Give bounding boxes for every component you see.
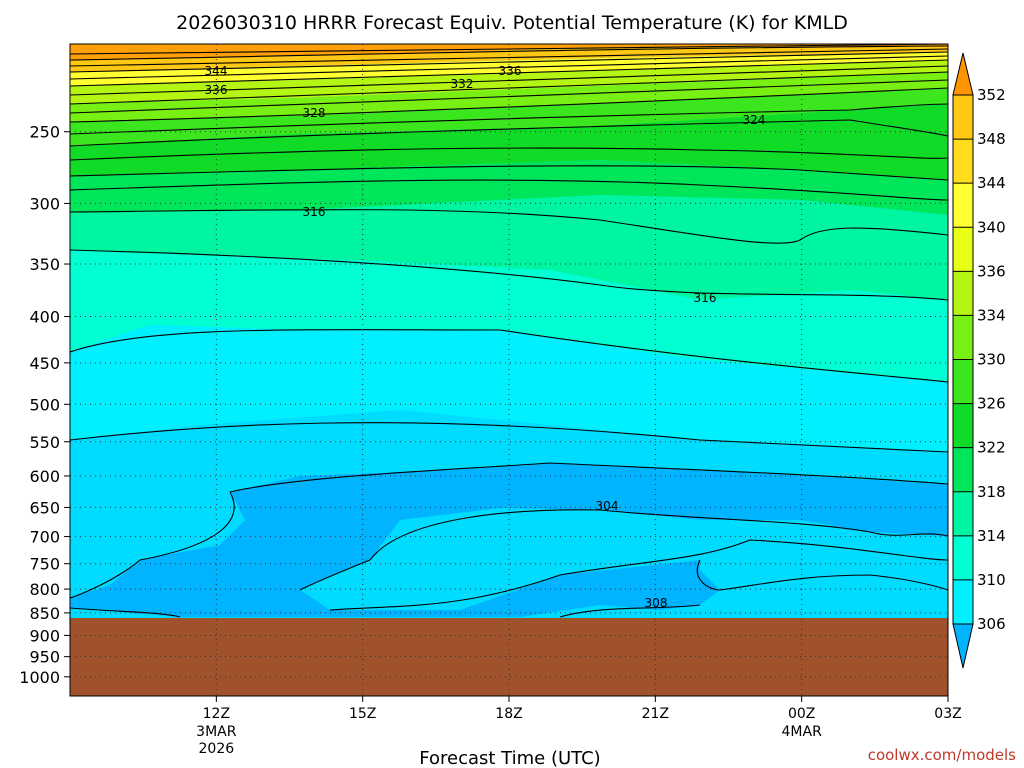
contour-line xyxy=(69,59,949,87)
colorbar-swatch xyxy=(953,491,973,536)
contour-line xyxy=(69,179,949,201)
chart-title: 2026030310 HRRR Forecast Equiv. Potentia… xyxy=(176,12,848,34)
x-tick-sublabel: 4MAR xyxy=(782,724,823,740)
x-tick-label: 00Z xyxy=(788,706,815,722)
x-axis-label: Forecast Time (UTC) xyxy=(419,748,600,768)
y-tick-label: 450 xyxy=(29,354,60,373)
band-yellowgreen xyxy=(70,60,948,104)
contour-line xyxy=(69,87,949,123)
y-tick-label: 800 xyxy=(29,580,60,599)
band-emerald xyxy=(70,160,948,215)
colorbar-tick-label: 322 xyxy=(977,439,1006,457)
contour-line xyxy=(299,559,371,591)
colorbar-swatch xyxy=(953,315,973,360)
credit-text: coolwx.com/models xyxy=(868,746,1016,764)
y-tick-label: 900 xyxy=(29,626,60,645)
band-green xyxy=(70,88,948,146)
contour-line xyxy=(69,491,235,599)
colorbar-tick-label: 344 xyxy=(977,174,1006,192)
y-tick-label: 500 xyxy=(29,395,60,414)
contour-label: 336 xyxy=(499,64,522,78)
y-tick-label: 350 xyxy=(29,255,60,274)
colorbar-tick-label: 336 xyxy=(977,262,1006,280)
colorbar-tick-label: 330 xyxy=(977,351,1006,369)
x-tick-sublabel: 3MAR xyxy=(196,724,237,740)
colorbar-swatch xyxy=(953,227,973,272)
contour-label: 328 xyxy=(303,106,326,120)
colorbar-tick-label: 318 xyxy=(977,483,1006,501)
y-tick-label: 550 xyxy=(29,433,60,452)
plot-area: 344 336 336 332 328 324 316 316 304 308 xyxy=(69,43,949,697)
band-sky xyxy=(700,540,948,590)
y-tick-label: 600 xyxy=(29,467,60,486)
band-seagreen xyxy=(70,195,948,300)
colorbar-tick-label: 348 xyxy=(977,130,1006,148)
contour-label: 344 xyxy=(205,64,228,78)
colorbar-tick-label: 326 xyxy=(977,395,1006,413)
x-tick-label: 21Z xyxy=(642,706,669,722)
y-tick-label: 650 xyxy=(29,498,60,517)
colorbar-tick-label: 340 xyxy=(977,218,1006,236)
contour-label: 316 xyxy=(694,291,717,305)
contour-line xyxy=(69,45,949,61)
colorbar-max-arrow xyxy=(952,52,974,96)
band-aquamarine xyxy=(70,250,948,382)
colorbar-tick-label: 334 xyxy=(977,306,1006,324)
contour-line xyxy=(69,147,949,161)
contour-label: 316 xyxy=(303,205,326,219)
y-tick-label: 850 xyxy=(29,604,60,623)
colorbar-swatch xyxy=(953,535,973,580)
x-tick-label: 15Z xyxy=(349,706,376,722)
colorbar-min-arrow xyxy=(952,623,974,669)
colorbar-swatch xyxy=(953,139,973,184)
contour-line xyxy=(229,462,949,493)
colorbar-tick-label: 352 xyxy=(977,86,1006,104)
contour-line xyxy=(69,329,949,383)
y-tick-label: 300 xyxy=(29,194,60,213)
contour-line xyxy=(69,607,181,618)
contour-line xyxy=(69,209,949,244)
y-tick-label: 750 xyxy=(29,555,60,574)
x-tick-label: 12Z xyxy=(203,706,230,722)
contour-line xyxy=(69,119,949,147)
contour-line xyxy=(329,539,949,611)
contour-label: 324 xyxy=(743,113,766,127)
contour-line xyxy=(69,249,949,301)
colorbar-tick-label: 310 xyxy=(977,571,1006,589)
contour-label: 308 xyxy=(645,596,668,610)
y-tick-label: 250 xyxy=(29,123,60,142)
y-axis: 250 300 350 400 450 500 550 600 650 700 750 800 850 9… xyxy=(19,123,70,687)
colorbar-tick-label: 306 xyxy=(977,615,1006,633)
x-tick-sublabel: 2026 xyxy=(199,741,235,757)
contour-line xyxy=(69,103,949,135)
contour-label: 304 xyxy=(596,499,619,513)
colorbar-swatch xyxy=(953,359,973,404)
contour-line xyxy=(69,55,949,80)
y-tick-label: 400 xyxy=(29,308,60,327)
x-tick-label: 03Z xyxy=(934,706,961,722)
colorbar-swatch xyxy=(953,403,973,448)
colorbar-tick-label: 314 xyxy=(977,527,1006,545)
colorbar-swatch xyxy=(953,183,973,228)
band-cyan xyxy=(70,325,948,452)
x-tick-label: 18Z xyxy=(495,706,522,722)
contour-line xyxy=(696,559,949,591)
colorbar-swatch xyxy=(953,447,973,492)
colorbar-swatch xyxy=(953,579,973,624)
y-tick-label: 950 xyxy=(29,648,60,667)
colorbar: 306 310 314 318 322 326 330 334 336 340 344 348 352 xyxy=(952,52,1006,669)
contour-label: 332 xyxy=(451,77,474,91)
contour-line xyxy=(369,509,949,561)
contour-line xyxy=(559,604,701,618)
contour-line xyxy=(69,165,949,181)
y-tick-label: 700 xyxy=(29,528,60,547)
surface-terrain xyxy=(70,618,948,696)
colorbar-swatch xyxy=(953,271,973,316)
contour-line xyxy=(69,422,949,453)
colorbar-swatch xyxy=(953,95,973,140)
y-tick-label: 1000 xyxy=(19,668,60,687)
